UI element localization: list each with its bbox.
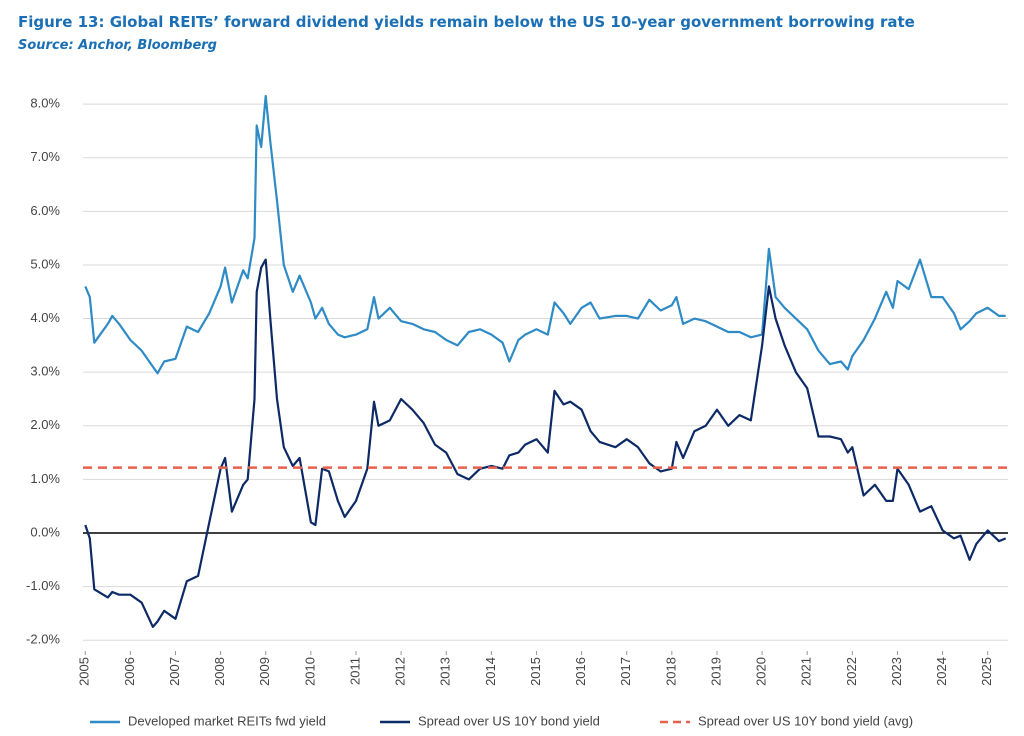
series-line: [84, 258, 1007, 628]
x-tick-label: 2022: [844, 657, 859, 686]
y-tick-label: 7.0%: [30, 149, 60, 164]
x-tick-label: 2018: [663, 657, 678, 686]
x-tick-label: 2012: [393, 657, 408, 686]
x-tick-label: 2013: [438, 657, 453, 686]
x-tick-label: 2011: [347, 657, 362, 685]
x-tick-label: 2015: [528, 657, 543, 686]
legend-label: Spread over US 10Y bond yield (avg): [698, 713, 913, 728]
y-tick-label: 4.0%: [30, 310, 60, 325]
y-tick-label: -1.0%: [26, 578, 60, 593]
chart-title: Figure 13: Global REITs’ forward dividen…: [18, 13, 915, 31]
x-tick-label: 2009: [257, 657, 272, 686]
x-tick-label: 2019: [708, 657, 723, 686]
x-tick-label: 2020: [754, 657, 769, 686]
series-line: [84, 94, 1006, 375]
x-tick-label: 2016: [573, 657, 588, 686]
y-tick-label: 8.0%: [30, 96, 60, 111]
x-tick-label: 2007: [167, 657, 182, 686]
x-tick-label: 2017: [618, 657, 633, 686]
y-tick-label: 1.0%: [30, 471, 60, 486]
x-tick-label: 2014: [483, 657, 498, 686]
legend-label: Spread over US 10Y bond yield: [418, 713, 600, 728]
y-tick-label: -2.0%: [26, 632, 60, 647]
legend-label: Developed market REITs fwd yield: [128, 713, 326, 728]
chart-subtitle: Source: Anchor, Bloomberg: [18, 38, 217, 53]
x-tick-label: 2006: [122, 657, 137, 686]
y-tick-label: 0.0%: [30, 524, 60, 539]
x-tick-label: 2010: [302, 657, 317, 686]
y-tick-label: 5.0%: [30, 256, 60, 271]
y-tick-label: 6.0%: [30, 203, 60, 218]
x-tick-label: 2024: [934, 657, 949, 686]
x-tick-label: 2008: [212, 657, 227, 686]
x-tick-label: 2025: [979, 657, 994, 686]
x-tick-label: 2021: [799, 657, 814, 686]
y-tick-label: 2.0%: [30, 417, 60, 432]
x-tick-label: 2023: [889, 657, 904, 686]
y-tick-label: 3.0%: [30, 364, 60, 379]
x-tick-label: 2005: [77, 657, 92, 686]
